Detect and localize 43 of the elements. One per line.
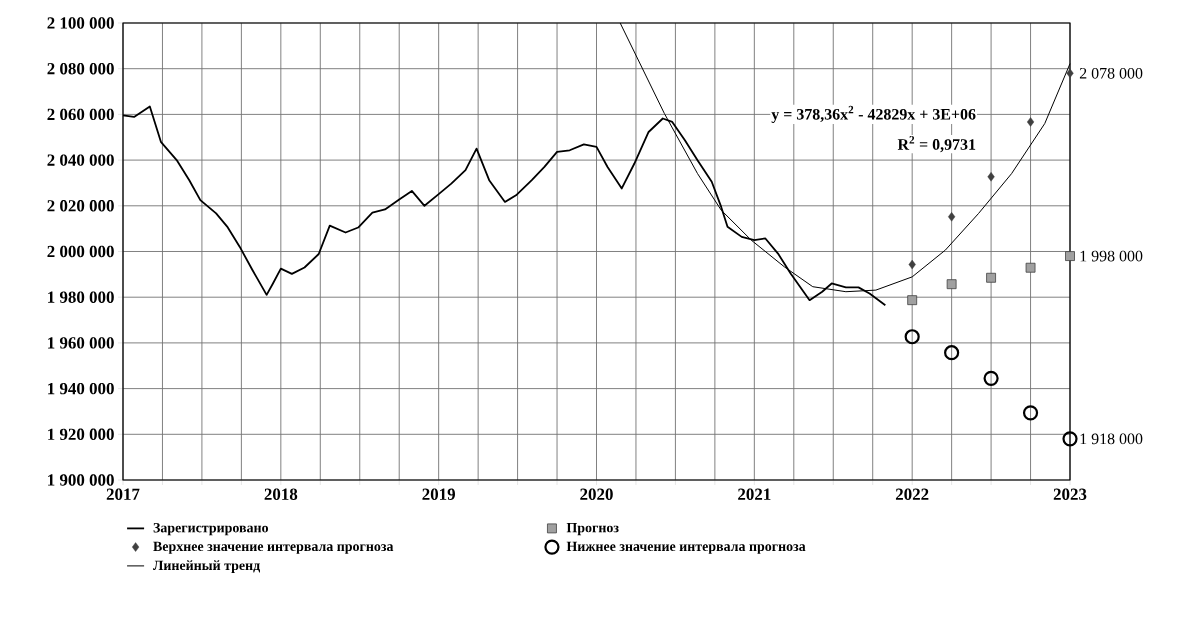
y-tick-label: 1 960 000 bbox=[48, 337, 114, 349]
y-tick-label: 2 020 000 bbox=[47, 200, 114, 212]
point bbox=[944, 345, 960, 361]
x-tick-label: 2017 bbox=[106, 488, 140, 500]
y-tick-label: 1 980 000 bbox=[48, 291, 114, 303]
annotation: y = 378,36x$^{2}$ - 42829x + 3E+06 bbox=[771, 105, 976, 123]
point bbox=[1062, 431, 1078, 447]
y-tick-label: 2 040 000 bbox=[47, 154, 114, 166]
data-label: 1 918 000 bbox=[1080, 433, 1143, 445]
y-tick-label: 2 080 000 bbox=[47, 62, 114, 75]
legend-label: Верхнее значение интервала прогноза bbox=[153, 541, 394, 554]
point bbox=[1025, 262, 1036, 273]
point bbox=[907, 295, 918, 306]
x-tick-label: 2023 bbox=[1053, 488, 1087, 500]
point bbox=[1066, 68, 1074, 78]
y-tick-label: 2 060 000 bbox=[47, 108, 114, 121]
legend-label: Прогноз bbox=[566, 523, 619, 536]
point bbox=[983, 370, 999, 386]
data-label: 2 078 000 bbox=[1079, 67, 1143, 79]
y-tick-label: 1 900 000 bbox=[48, 474, 114, 486]
legend-label: Зарегистрировано bbox=[153, 523, 269, 536]
y-tick-label: 1 940 000 bbox=[48, 382, 114, 395]
point bbox=[987, 172, 995, 182]
x-tick-label: 2018 bbox=[264, 488, 298, 500]
point bbox=[1026, 117, 1035, 127]
point bbox=[948, 212, 956, 222]
x-tick-label: 2022 bbox=[895, 488, 929, 500]
annotation: R$^{2}$ = 0,9731 bbox=[897, 136, 976, 153]
point bbox=[908, 259, 916, 270]
x-tick-label: 2021 bbox=[738, 488, 771, 500]
x-tick-label: 2020 bbox=[580, 488, 613, 500]
y-tick-label: 2 000 000 bbox=[47, 245, 114, 258]
point bbox=[1022, 405, 1039, 421]
point bbox=[904, 329, 920, 345]
data-label: 1 998 000 bbox=[1080, 250, 1143, 262]
point bbox=[1065, 251, 1075, 261]
legend-label: Нижнее значение интервала прогноза bbox=[566, 541, 806, 554]
point bbox=[946, 279, 957, 290]
legend-label: Линейный тренд bbox=[153, 560, 261, 573]
y-tick-label: 2 100 000 bbox=[47, 17, 114, 29]
y-tick-label: 1 920 000 bbox=[48, 428, 114, 441]
point bbox=[986, 272, 996, 283]
x-tick-label: 2019 bbox=[422, 488, 455, 500]
